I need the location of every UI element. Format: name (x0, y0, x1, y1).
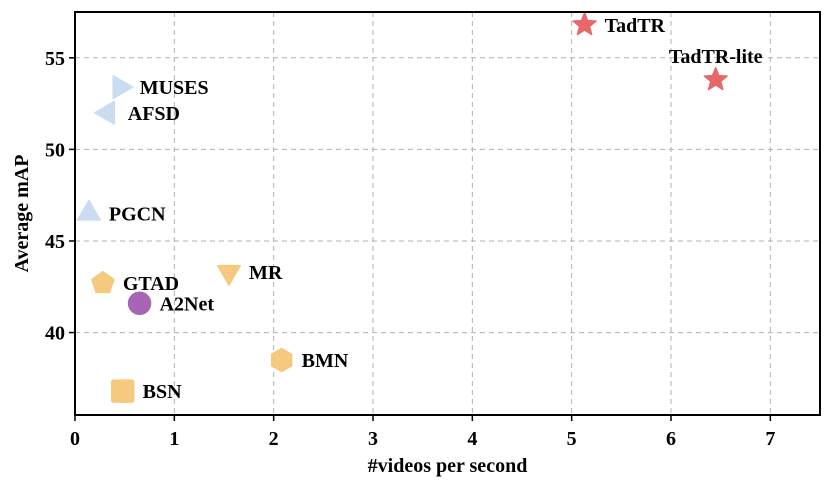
grid-layer (75, 12, 820, 415)
point-tadtr-label: TadTR (605, 15, 666, 37)
point-gtad-label: GTAD (123, 273, 179, 295)
y-tick-label: 55 (45, 48, 65, 70)
point-a2net-label: A2Net (160, 293, 215, 315)
x-tick-label: 5 (567, 428, 577, 450)
point-pgcn-label: PGCN (109, 204, 166, 226)
x-tick-label: 6 (666, 428, 676, 450)
point-muses-marker (112, 75, 134, 100)
point-pgcn-marker (76, 199, 101, 221)
x-tick-label: 7 (765, 428, 775, 450)
point-gtad-marker (91, 270, 115, 294)
point-muses-label: MUSES (140, 77, 209, 99)
point-bsn-marker (110, 379, 135, 403)
point-mr-label: MR (249, 262, 283, 284)
x-tick-label: 4 (467, 428, 477, 450)
point-tadtr-lite-marker (703, 67, 728, 91)
point-bsn-label: BSN (143, 381, 182, 403)
point-afsd-marker (94, 100, 116, 125)
point-bmn-marker (270, 347, 293, 373)
point-bmn-label: BMN (302, 350, 349, 372)
x-axis-title: #videos per second (368, 455, 528, 477)
marker-layer (76, 12, 728, 403)
point-a2net-marker (127, 291, 152, 316)
y-tick-label: 40 (45, 323, 65, 345)
y-tick-label: 45 (45, 231, 65, 253)
y-axis-title: Average mAP (11, 155, 33, 273)
plot-frame (74, 11, 821, 416)
x-tick-label: 2 (269, 428, 279, 450)
point-afsd-label: AFSD (128, 103, 180, 125)
y-tick-label: 50 (45, 139, 65, 161)
x-tick-label: 1 (169, 428, 179, 450)
point-tadtr-marker (572, 12, 597, 36)
x-tick-label: 0 (70, 428, 80, 450)
x-tick-label: 3 (368, 428, 378, 450)
point-tadtr-lite-label: TadTR-lite (669, 46, 763, 68)
point-mr-marker (216, 264, 241, 286)
